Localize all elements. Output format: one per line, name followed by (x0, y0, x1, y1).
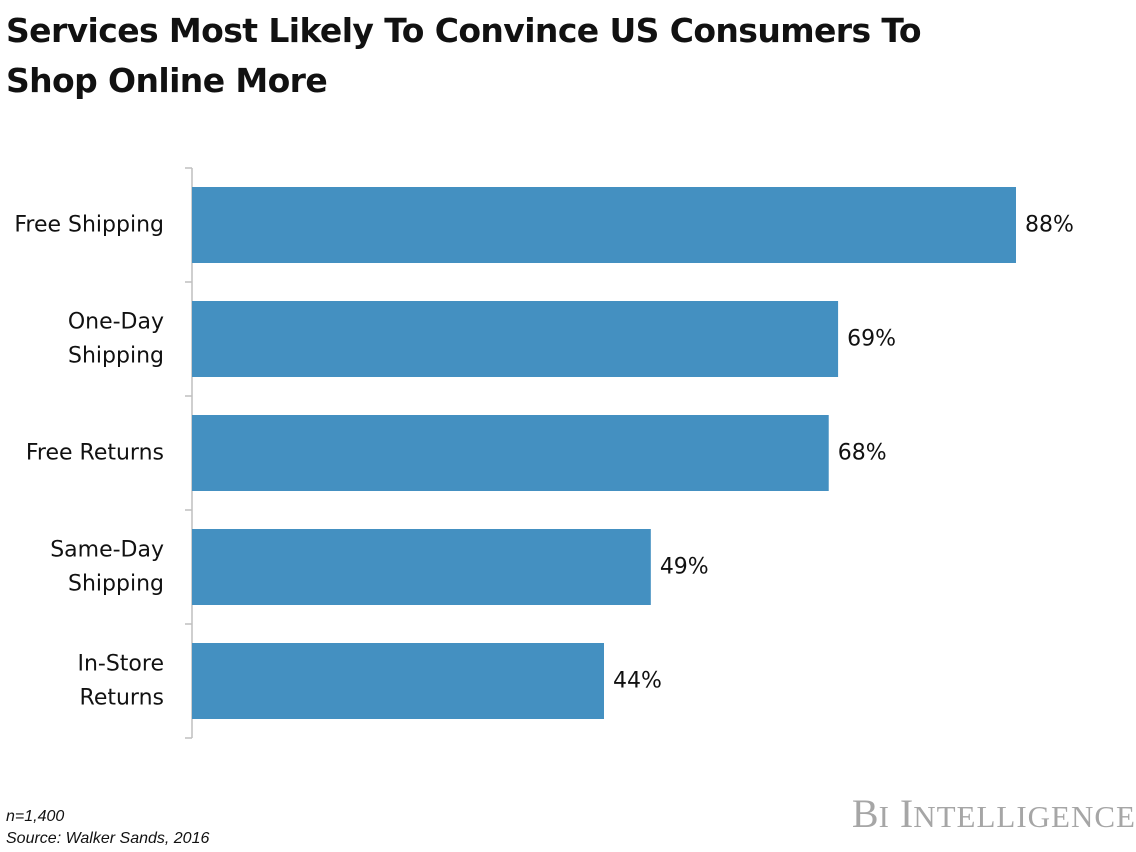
chart-title: Services Most Likely To Convince US Cons… (6, 6, 1006, 106)
chart-title-line-1: Services Most Likely To Convince US Cons… (6, 11, 922, 50)
value-label-3: 49% (660, 555, 709, 580)
source-note: Source: Walker Sands, 2016 (6, 830, 210, 847)
value-label-0: 88% (1025, 213, 1074, 238)
chart-notes: n=1,400 Source: Walker Sands, 2016 (6, 806, 209, 850)
chart-title-line-2: Shop Online More (6, 61, 328, 100)
bar-2 (192, 415, 829, 491)
category-label-0: Free Shipping (14, 213, 164, 238)
bar-4 (192, 643, 604, 719)
value-label-1: 69% (847, 327, 896, 352)
category-label-4: In-Store Returns (77, 652, 164, 711)
category-label-2: Free Returns (26, 441, 164, 466)
category-label-1: One-Day Shipping (68, 310, 164, 369)
sample-size-note: n=1,400 (6, 808, 65, 825)
value-label-4: 44% (613, 669, 662, 694)
bar-3 (192, 529, 651, 605)
bi-intelligence-logo: BI INTELLIGENCE (851, 791, 1136, 836)
category-label-3: Same-Day Shipping (50, 538, 164, 597)
bar-1 (192, 301, 839, 377)
bar-0 (192, 187, 1016, 263)
bar-chart: Free Shipping One-Day Shipping Free Returns… (14, 167, 1074, 739)
value-label-2: 68% (838, 441, 887, 466)
